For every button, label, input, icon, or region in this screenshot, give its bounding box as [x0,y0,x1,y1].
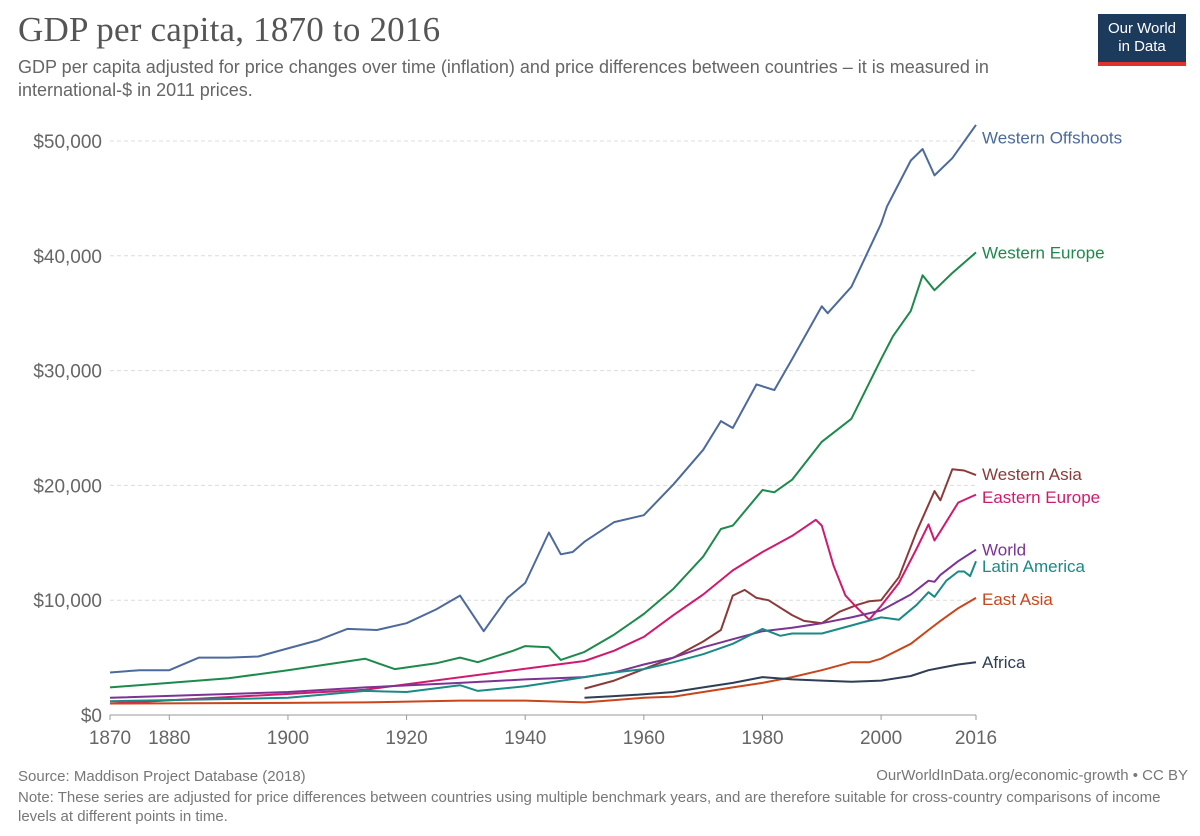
series-line[interactable] [109,124,977,674]
series-label[interactable]: Eastern Europe [982,488,1100,507]
series-line[interactable] [109,597,977,705]
logo-text-line2: in Data [1118,38,1166,55]
y-tick-label: $10,000 [33,591,102,612]
x-tick-label: 1960 [623,728,665,749]
series-line[interactable] [109,251,977,689]
series-label[interactable]: World [982,541,1026,560]
series-label[interactable]: Western Offshoots [982,129,1122,148]
x-tick-label: 1900 [267,728,309,749]
owid-logo[interactable]: Our World in Data [1098,14,1186,66]
series-line[interactable] [109,548,977,699]
y-tick-label: $40,000 [33,247,102,268]
x-tick-label: 1940 [504,728,546,749]
series-label[interactable]: Latin America [982,557,1086,576]
series-line[interactable] [584,661,977,699]
y-tick-label: $50,000 [33,132,102,153]
series-label[interactable]: Western Europe [982,243,1105,262]
y-axis: $0 $10,000 $20,000 $30,000 $40,000 $50,000 [33,132,102,727]
series-label[interactable]: East Asia [982,590,1053,609]
x-tick-label: 1920 [385,728,427,749]
x-tick-label: 2016 [955,728,997,749]
x-axis: 1870 1880 1900 1920 1940 1960 1980 2000 2016 [89,714,997,749]
y-tick-label: $0 [81,706,102,727]
chart-title: GDP per capita, 1870 to 2016 [18,10,441,49]
series-lines [109,124,977,705]
credit-link[interactable]: OurWorldInData.org/economic-growth • CC … [876,767,1188,784]
chart-subtitle: GDP per capita adjusted for price change… [18,57,989,100]
grid-lines [110,140,976,601]
logo-underline [1098,62,1186,66]
series-labels: Western Offshoots Western Europe Western A… [982,129,1122,673]
series-line[interactable] [584,468,977,690]
line-chart: $0 $10,000 $20,000 $30,000 $40,000 $50,000 18… [33,124,1122,749]
y-tick-label: $20,000 [33,476,102,497]
series-label[interactable]: Western Asia [982,465,1082,484]
source-text: Source: Maddison Project Database (2018) [18,768,306,785]
series-label[interactable]: Africa [982,653,1026,672]
series-line[interactable] [109,493,977,705]
series-line[interactable] [109,560,977,703]
y-tick-label: $30,000 [33,362,102,383]
x-tick-label: 1880 [148,728,190,749]
note-text: Note: These series are adjusted for pric… [18,789,1161,825]
x-tick-label: 2000 [860,728,902,749]
x-tick-label: 1870 [89,728,131,749]
x-tick-label: 1980 [741,728,783,749]
logo-text-line1: Our World [1107,20,1177,37]
